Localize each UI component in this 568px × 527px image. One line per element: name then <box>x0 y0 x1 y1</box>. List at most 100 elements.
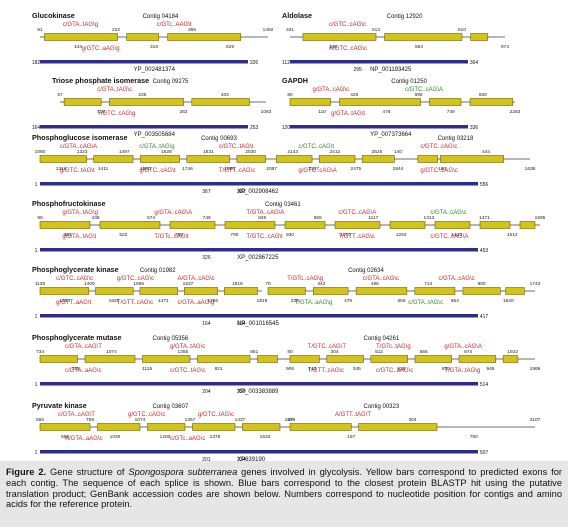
protein-position: 1 <box>35 450 38 456</box>
position-number: 749 <box>447 109 455 115</box>
gene-title: Triose phosphate isomerase <box>52 76 149 85</box>
protein-track: XP639190 1 201 234 507 <box>35 450 489 461</box>
protein-position: 367 <box>202 189 211 195</box>
protein-position: 120 <box>282 125 291 131</box>
position-number: 560 <box>36 417 44 423</box>
protein-track: YP_002481374 182 326 <box>32 60 258 73</box>
position-number: 849 <box>258 215 266 221</box>
contig-label: Contig 04261 <box>364 336 400 342</box>
exon-bar <box>44 33 118 41</box>
protein-track: YP_007373664 120 336 <box>282 125 479 138</box>
position-number: 906 <box>286 366 294 372</box>
exon-bar <box>275 155 313 163</box>
exon-bar <box>289 423 352 431</box>
contig-label: Contig 09275 <box>153 79 189 85</box>
splice-sequence: g/GTA..cAG\A <box>444 344 482 350</box>
position-number: 2525 <box>372 149 383 155</box>
contig-track: Phosphoglycerate kinase Contig 01982 c/GTC… <box>32 265 268 306</box>
exon-bar <box>109 98 184 106</box>
splice-sequence: g/GTC..cAG\c <box>117 276 154 282</box>
gene-title: GAPDH <box>282 76 308 85</box>
accession-code: XP_002867225 <box>237 255 279 261</box>
protein-track: XP_002908462 1 367 382 556 <box>35 182 488 195</box>
splice-sequence: c/GTA..cAG\c <box>438 276 474 282</box>
exon-bar <box>257 355 278 363</box>
exon-bar <box>479 221 511 229</box>
position-number: 1313 <box>424 215 435 221</box>
position-number: 926 <box>479 92 487 98</box>
contig-label: Contig 12920 <box>387 14 423 20</box>
position-number: 2412 <box>329 149 340 155</box>
position-number: 1070 <box>340 232 351 238</box>
position-number: 2347 <box>308 166 319 172</box>
exon-bar <box>139 287 178 295</box>
protein-position: 507 <box>480 450 489 456</box>
exon-bar <box>469 98 514 106</box>
position-number: 1595 <box>535 215 546 221</box>
position-number: 1263 <box>396 232 407 238</box>
position-number: 1638 <box>525 166 536 172</box>
contig-track: Phosphoglycerate mutase Contig 05356 c/GTA… <box>32 333 294 374</box>
exon-bar <box>126 33 159 41</box>
protein-bar <box>40 382 478 386</box>
contig-label: Contig 03607 <box>153 404 189 410</box>
exon-bar <box>197 355 251 363</box>
position-number: 1818 <box>232 281 243 287</box>
position-number: 1922 <box>507 349 518 355</box>
caption-background <box>0 461 568 527</box>
protein-position: 364 <box>470 60 479 66</box>
protein-bar <box>40 60 248 64</box>
gene-title: Phosphoglycerate mutase <box>32 333 121 342</box>
splice-sequence: T/GTT..cAG\c <box>117 300 153 306</box>
position-number: 714 <box>424 281 432 287</box>
gene-title: Phosphofructokinase <box>32 199 105 208</box>
position-number: 734 <box>36 349 44 355</box>
exon-bar <box>302 33 377 41</box>
exon-bar <box>93 155 134 163</box>
contig-track: Phosphofructokinase Contig 03461 g/GTA..tA… <box>32 199 546 240</box>
position-number: 478 <box>382 109 390 115</box>
exon-bar <box>505 287 525 295</box>
exon-bar <box>334 221 381 229</box>
contig-label: Contig 01982 <box>140 268 176 274</box>
splice-sequence: g/GTA..cAG\c <box>313 87 350 93</box>
position-number: 345 <box>353 366 361 372</box>
protein-position: 336 <box>470 125 479 131</box>
position-number: 110 <box>97 109 105 115</box>
position-number: 354 <box>64 232 72 238</box>
splice-sequence: g/GTA..tAG\t <box>62 234 96 240</box>
contig-track: Contig 04261 T/GTC..cAG\T T/GTc..tAG\g g/GT… <box>287 336 540 374</box>
position-number: 1919 <box>257 298 268 304</box>
exon-bar <box>84 355 136 363</box>
splice-sequence: g/GTA..cAG\A <box>154 210 192 216</box>
splice-sequence: g/GTT..aAG\t <box>56 300 91 306</box>
gene-panel: Phosphoglucose isomerase Contig 00693 c/GT… <box>32 133 536 195</box>
exon-bar <box>458 355 497 363</box>
splice-sequence: c/GTC..cAG\A <box>430 234 468 240</box>
position-number: 759 <box>86 417 94 423</box>
position-number: 1497 <box>119 149 130 155</box>
exon-bar <box>284 221 326 229</box>
splice-sequence: c/GTA..tAG\g <box>139 144 174 150</box>
exon-bar <box>39 423 91 431</box>
splice-sequence: c/GTA..cAG\c <box>363 276 399 282</box>
protein-position: 164 <box>202 321 211 327</box>
exon-bar <box>434 221 471 229</box>
accession-code: YP_003505684 <box>134 132 176 138</box>
exon-bar <box>339 98 421 106</box>
exon-bar <box>192 423 236 431</box>
position-number: 2143 <box>287 149 298 155</box>
splice-sequence: g/GTC..cAG\t <box>139 168 175 174</box>
splice-sequence: c/GTC..tAG\t <box>219 144 254 150</box>
exon-bar <box>289 355 320 363</box>
position-number: 851 <box>250 349 258 355</box>
contig-track: Contig 00323 A/GTT..tAG\T 49 197 304 790 3107 <box>287 404 540 440</box>
splice-sequence: c/GTC..cAG\c <box>420 144 457 150</box>
position-number: 965 <box>314 215 322 221</box>
protein-position: 295 <box>353 67 362 73</box>
splice-sequence: c/GTc..AAG\t <box>157 22 192 28</box>
position-number: 2844 <box>393 166 404 172</box>
exon-bar <box>414 287 456 295</box>
figure-caption: Figure 2. Gene structure of Spongospora … <box>6 467 562 510</box>
position-number: 1986 <box>224 166 235 172</box>
